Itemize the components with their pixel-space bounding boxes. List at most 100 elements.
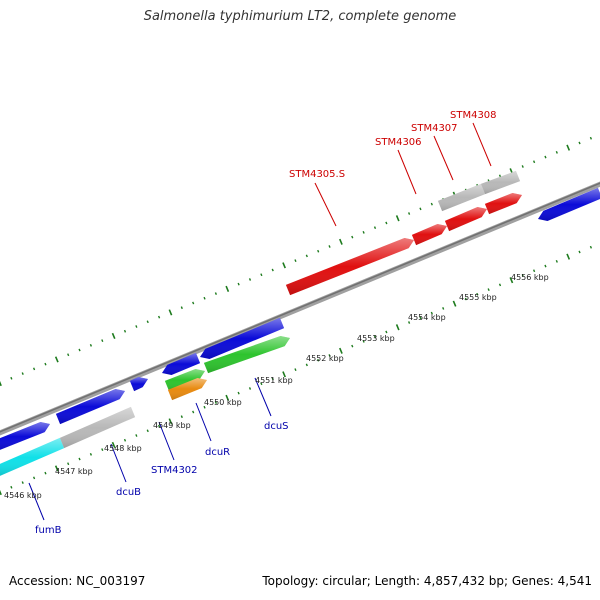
gene-arrow-STM4307-shade — [444, 206, 487, 232]
tick-mark — [203, 405, 206, 409]
tick-mark — [373, 226, 377, 230]
tick-mark — [203, 296, 206, 300]
tick-mark — [237, 391, 240, 395]
tick-mark — [464, 297, 468, 301]
callout-line — [195, 402, 212, 442]
tick-mark — [362, 230, 365, 234]
accession-text: Accession: NC_003197 — [9, 574, 146, 588]
tick-mark — [305, 363, 308, 367]
tick-mark — [351, 344, 354, 348]
tick-mark — [54, 356, 59, 363]
tick-mark — [101, 448, 104, 452]
tick-mark — [328, 354, 331, 357]
tick-mark — [260, 273, 263, 277]
tick-label: 4551 kbp — [255, 376, 293, 385]
tick-mark — [89, 343, 93, 347]
tick-mark — [180, 415, 183, 419]
tick-mark — [566, 253, 571, 260]
tick-mark — [192, 301, 195, 305]
gene-arrow-dcuB-shade — [59, 406, 136, 449]
tick-mark — [271, 377, 274, 381]
gene-arrow-shade — [0, 421, 50, 450]
tick-mark — [168, 418, 173, 425]
tick-mark — [373, 335, 377, 339]
tick-mark — [214, 292, 218, 295]
callout-line — [28, 482, 45, 521]
tick-mark — [32, 367, 36, 371]
tick-mark — [544, 155, 547, 159]
tick-mark — [67, 462, 70, 466]
gene-arrow-shade — [129, 376, 148, 392]
gene-label: STM4308 — [450, 110, 497, 121]
tick-mark — [248, 278, 252, 281]
tick-labels: 4546 kbp 4547 kbp 4548 kbp 4549 kbp 4550 kbp… — [4, 273, 549, 500]
tick-mark — [339, 347, 343, 354]
tick-mark — [111, 441, 116, 449]
callout-line — [110, 443, 127, 483]
tick-mark — [395, 215, 400, 222]
tick-mark — [123, 329, 127, 333]
tick-mark — [419, 207, 422, 211]
callout-line — [158, 421, 175, 461]
tick-mark — [578, 141, 581, 145]
tick-mark — [566, 144, 571, 151]
gene-arrow-shade — [200, 317, 285, 360]
gene-arrow-STM4306-shade — [411, 223, 447, 246]
tick-mark — [44, 362, 47, 366]
gene-label: dcuB — [116, 487, 141, 498]
tick-mark — [589, 245, 593, 249]
gene-label: dcuR — [205, 447, 230, 458]
gene-arrow-shade — [538, 187, 600, 222]
tick-mark — [157, 424, 161, 428]
gene-arrow-gray-pair-b-shade — [480, 170, 521, 195]
tick-mark — [351, 235, 354, 239]
inner-tick-track — [0, 245, 593, 496]
gene-label: dcuS — [264, 421, 289, 432]
tick-mark — [135, 434, 138, 437]
tick-mark — [521, 165, 524, 168]
tick-mark — [555, 150, 558, 154]
tick-mark — [521, 274, 524, 277]
tick-mark — [317, 358, 320, 362]
tick-mark — [21, 372, 24, 375]
gene-features — [0, 170, 600, 476]
tick-label: 4555 kbp — [459, 293, 497, 302]
tick-mark — [146, 320, 149, 324]
tick-mark — [10, 376, 13, 380]
topology-summary: Topology: circular; Length: 4,857,432 bp… — [262, 574, 592, 588]
tick-mark — [385, 330, 388, 334]
tick-mark — [67, 353, 70, 357]
gene-arrow-STM4308-shade — [484, 192, 522, 215]
tick-mark — [362, 339, 365, 343]
gene-arrow-gray-pair-a-shade — [437, 183, 486, 212]
tick-mark — [78, 457, 81, 461]
callout-line — [254, 377, 272, 417]
gene-label: STM4306 — [375, 137, 422, 148]
tick-mark — [248, 387, 252, 390]
tick-mark — [452, 300, 457, 307]
tick-mark — [544, 264, 547, 268]
tick-mark — [578, 250, 581, 254]
tick-mark — [0, 380, 2, 387]
gene-label: fumB — [35, 525, 62, 536]
tick-mark — [0, 489, 2, 496]
tick-mark — [44, 471, 47, 475]
tick-mark — [168, 309, 173, 316]
tick-mark — [225, 394, 230, 401]
tick-label: 4556 kbp — [511, 273, 549, 282]
tick-label: 4547 kbp — [55, 467, 93, 476]
tick-mark — [146, 429, 149, 433]
tick-mark — [509, 277, 514, 284]
tick-mark — [555, 259, 558, 263]
gene-arrow-fumB-shade — [0, 437, 65, 476]
tick-mark — [407, 212, 411, 215]
tick-mark — [532, 269, 536, 273]
gene-arrow-dcuS-shade — [203, 335, 290, 374]
tick-mark — [407, 321, 411, 324]
tick-label: 4554 kbp — [408, 313, 446, 322]
tick-mark — [442, 307, 445, 310]
tick-mark — [271, 268, 274, 272]
callout-line — [314, 182, 337, 227]
gene-label: STM4307 — [411, 123, 458, 134]
